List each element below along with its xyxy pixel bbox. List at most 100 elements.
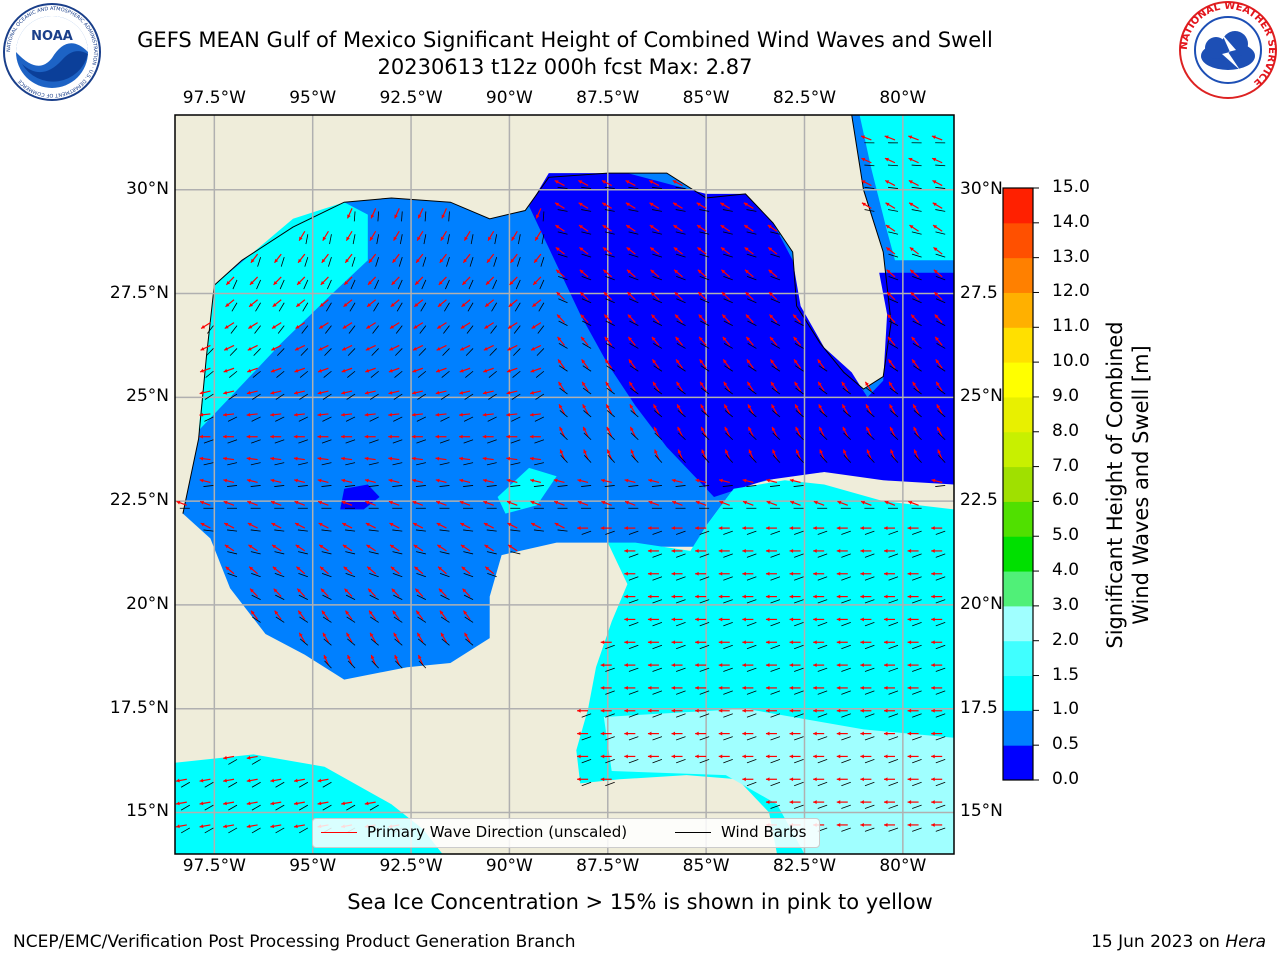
wave-arrowhead	[274, 610, 279, 615]
wave-arrowhead	[671, 686, 676, 690]
wave-arrowhead	[531, 523, 536, 527]
wind-barb	[463, 416, 474, 422]
colorbar-segment	[1003, 431, 1033, 468]
wind-barb	[326, 279, 332, 290]
wind-barb	[396, 302, 403, 312]
wave-arrowhead	[417, 236, 421, 241]
wave-arrowhead	[931, 823, 935, 827]
wind-barb	[675, 485, 686, 487]
wave-arrowhead	[789, 686, 794, 690]
wind-barb	[323, 370, 332, 378]
wind-barb	[699, 231, 710, 235]
wave-arrowhead	[770, 359, 775, 364]
wave-arrowhead	[559, 404, 563, 409]
wind-barb	[257, 256, 262, 267]
wave-arrowhead	[725, 449, 729, 454]
wind-barb	[511, 393, 521, 400]
wave-arrowhead	[931, 526, 935, 531]
wave-arrowhead	[813, 777, 817, 782]
wind-barb	[628, 736, 639, 741]
wave-arrowhead	[273, 280, 278, 285]
wave-arrowhead	[577, 500, 582, 505]
wave-arrowhead	[413, 544, 418, 549]
wave-arrowhead	[506, 456, 511, 461]
wave-arrowhead	[270, 412, 274, 417]
wave-arrowhead	[317, 778, 322, 783]
wave-arrowhead	[483, 368, 488, 373]
wave-arrowhead	[530, 390, 535, 395]
wave-arrowhead	[416, 258, 420, 263]
wave-arrowhead	[223, 368, 228, 373]
wave-arrowhead	[933, 225, 938, 229]
wind-barb	[699, 253, 710, 258]
wind-barb	[723, 343, 733, 349]
wave-arrowhead	[909, 202, 914, 207]
wind-barb	[298, 804, 309, 811]
wind-barb	[440, 616, 450, 623]
wave-arrowhead	[937, 449, 942, 454]
wind-barb	[723, 320, 733, 326]
wave-arrowhead	[748, 449, 753, 454]
wave-arrowhead	[294, 824, 298, 829]
wind-barb	[303, 279, 309, 290]
wave-arrowhead	[601, 180, 606, 184]
wind-barb	[605, 781, 615, 787]
wave-arrowhead	[247, 368, 252, 373]
wave-arrowhead	[507, 523, 512, 527]
wave-arrowhead	[246, 434, 251, 439]
wind-barb	[746, 231, 757, 235]
axis-tick-label: 90°W	[485, 856, 533, 876]
wave-arrowhead	[765, 526, 770, 531]
wind-barb	[275, 616, 285, 623]
wave-arrowhead	[836, 686, 841, 690]
wave-arrowhead	[765, 708, 770, 713]
wind-barb	[581, 781, 592, 787]
wind-barb	[557, 276, 568, 281]
wave-arrowhead	[578, 180, 583, 184]
wind-barb	[606, 387, 615, 395]
wind-barb	[912, 644, 922, 650]
wave-arrowhead	[294, 368, 299, 373]
wind-barb	[770, 530, 781, 535]
wave-arrowhead	[341, 478, 346, 483]
wind-barb	[794, 644, 804, 650]
wind-barb	[935, 485, 946, 487]
wind-barb	[841, 599, 851, 604]
wind-barb	[251, 594, 261, 600]
wind-barb	[465, 348, 474, 356]
wave-arrowhead	[485, 302, 490, 307]
wave-arrowhead	[860, 708, 864, 713]
wave-arrowhead	[389, 346, 394, 351]
wind-barb	[416, 551, 426, 555]
eastern-gulf-low	[529, 173, 954, 497]
wave-arrowhead	[718, 526, 723, 531]
wave-arrowhead	[624, 663, 628, 668]
wave-arrowhead	[650, 247, 655, 252]
axis-tick-label: 25°N	[126, 386, 169, 407]
wave-arrowhead	[860, 594, 864, 599]
wave-arrowhead	[931, 663, 935, 668]
wave-arrowhead	[836, 731, 841, 736]
wave-arrowhead	[742, 686, 746, 690]
colorbar-segment	[1003, 745, 1033, 781]
wind-barb	[652, 667, 663, 672]
wave-arrowhead	[270, 434, 274, 439]
wind-barb	[770, 622, 781, 627]
wind-barb	[794, 781, 804, 787]
wind-barb	[329, 234, 332, 245]
wind-barb	[322, 594, 332, 600]
wave-arrowhead	[368, 258, 373, 263]
wave-arrowhead	[299, 632, 303, 637]
wind-barb	[558, 343, 568, 349]
colorbar-label: Significant Height of Combined Wind Wave…	[1103, 321, 1153, 649]
wave-arrowhead	[364, 478, 369, 483]
wind-barb	[700, 320, 710, 326]
wind-barb	[864, 759, 875, 764]
wind-barb	[890, 455, 899, 463]
wave-arrowhead	[789, 594, 794, 599]
wind-barb	[652, 320, 663, 326]
wave-arrowhead	[908, 500, 913, 505]
wave-arrowhead	[224, 346, 229, 351]
wave-arrowhead	[577, 754, 581, 759]
wind-barb	[652, 622, 663, 627]
